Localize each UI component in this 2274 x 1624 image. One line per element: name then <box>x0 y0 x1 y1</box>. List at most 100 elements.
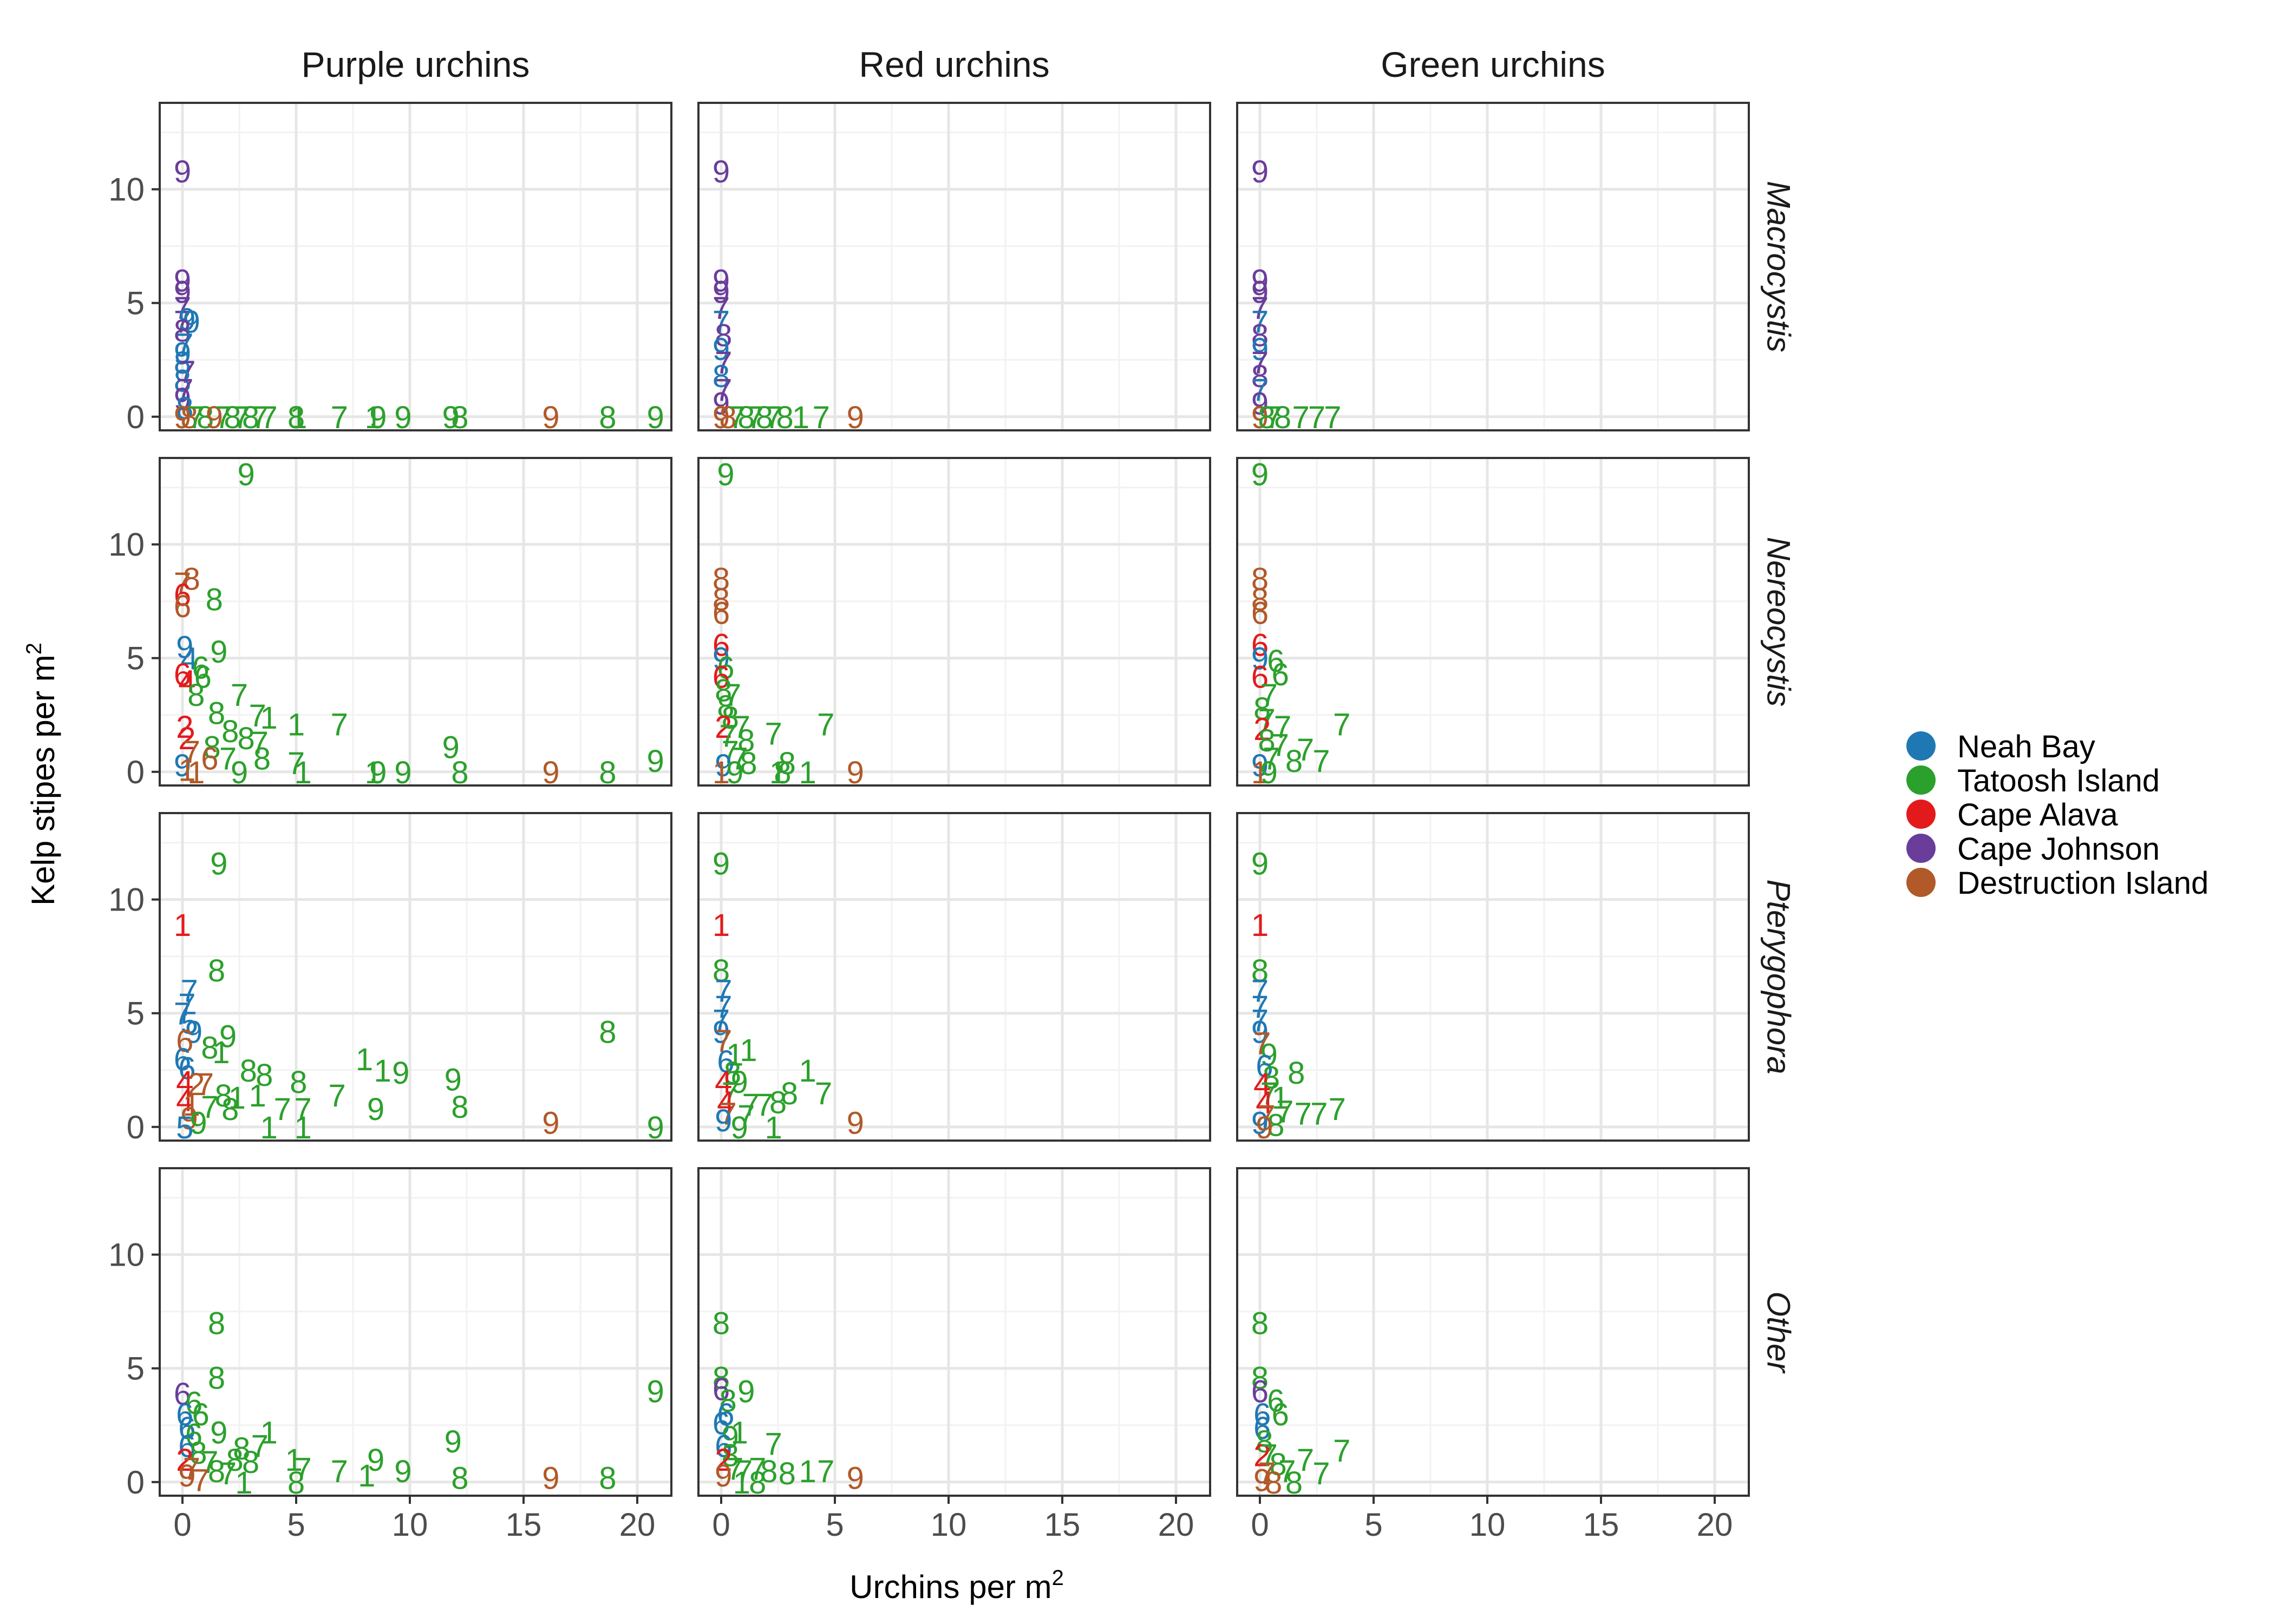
panel-background <box>160 813 671 1141</box>
x-tick-label: 5 <box>1364 1507 1382 1543</box>
data-point: 8 <box>208 1454 225 1489</box>
legend-key-cape-johnson <box>1906 834 1936 863</box>
data-point: 6 <box>176 1397 193 1432</box>
data-point: 7 <box>1260 1438 1278 1473</box>
data-point: 7 <box>1333 1433 1350 1469</box>
data-point: 7 <box>715 990 732 1025</box>
data-point: 6 <box>717 651 734 686</box>
data-point: 9 <box>442 400 459 435</box>
panel-background <box>698 813 1210 1141</box>
data-point: 9 <box>715 748 732 783</box>
data-point: 8 <box>224 400 241 435</box>
data-point: 8 <box>756 400 773 435</box>
data-point: 8 <box>740 746 757 781</box>
data-point: 9 <box>174 748 191 783</box>
data-point: 9 <box>1260 1037 1278 1072</box>
data-point: 1 <box>187 755 205 790</box>
data-point: 8 <box>187 678 205 713</box>
data-point: 8 <box>197 400 214 435</box>
data-point: 6 <box>713 659 730 695</box>
data-point: 9 <box>1251 457 1269 492</box>
data-point: 1 <box>1251 908 1269 943</box>
data-point: 9 <box>176 630 193 665</box>
x-tick-label: 10 <box>392 1507 428 1543</box>
row-strip-label: Pterygophora <box>1761 879 1797 1074</box>
data-point: 8 <box>715 673 732 709</box>
data-point: 7 <box>1260 1076 1278 1111</box>
data-point: 7 <box>219 742 237 777</box>
data-point: 9 <box>713 387 730 422</box>
data-point: 8 <box>1265 1465 1282 1501</box>
panel-border <box>1236 1167 1750 1497</box>
data-point: 8 <box>174 364 191 399</box>
data-point: 8 <box>719 1384 736 1419</box>
panel-background <box>1237 103 1749 430</box>
data-point: 9 <box>542 755 559 790</box>
data-point: 1 <box>740 1033 757 1068</box>
legend-label: Neah Bay <box>1957 729 2095 764</box>
panel-border <box>1236 102 1750 431</box>
data-point: 1 <box>358 1458 375 1494</box>
data-point: 7 <box>174 997 191 1032</box>
data-point: 1 <box>799 1454 816 1489</box>
data-point: 9 <box>847 1461 864 1496</box>
data-point: 6 <box>176 1024 193 1059</box>
data-point: 8 <box>183 562 200 597</box>
data-point: 7 <box>251 400 269 435</box>
data-point: 7 <box>231 678 248 713</box>
data-point: 1 <box>713 908 730 943</box>
data-point: 6 <box>1267 644 1284 679</box>
data-point: 8 <box>233 1431 250 1466</box>
x-tick-label: 5 <box>826 1507 844 1543</box>
data-point: 8 <box>208 696 225 731</box>
data-point: 8 <box>1251 1306 1269 1341</box>
data-point: 9 <box>726 755 743 790</box>
data-point: 8 <box>599 1461 616 1496</box>
data-point: 7 <box>815 1076 832 1111</box>
row-strip-label: Other <box>1761 1291 1797 1373</box>
data-point: 1 <box>799 1053 816 1089</box>
panel-green-urchins-pterygophora <box>1237 813 1749 1141</box>
data-point: 4 <box>717 1085 734 1121</box>
data-point: 8 <box>451 400 468 435</box>
data-point: 8 <box>760 1454 777 1489</box>
data-point: 9 <box>715 1103 732 1138</box>
data-point: 7 <box>1297 1443 1314 1478</box>
data-point: 2 <box>178 721 195 756</box>
data-point: 8 <box>174 345 191 381</box>
data-point: 7 <box>1276 1094 1293 1129</box>
data-point: 9 <box>185 1014 202 1050</box>
panel-border <box>159 102 672 431</box>
data-point: 8 <box>256 1058 273 1093</box>
data-point: 8 <box>174 313 191 349</box>
data-point: 8 <box>240 1053 257 1089</box>
data-point: 8 <box>1288 1056 1305 1091</box>
data-point: 8 <box>190 1436 207 1471</box>
panel-purple-urchins-pterygophora <box>160 813 671 1141</box>
data-point: 8 <box>779 1456 796 1491</box>
data-point: 8 <box>599 1014 616 1050</box>
data-point: 7 <box>1278 1454 1296 1489</box>
data-point: 1 <box>235 1465 252 1501</box>
data-point: 6 <box>192 651 209 686</box>
data-point: 9 <box>1251 1105 1269 1141</box>
data-point: 9 <box>367 1092 384 1127</box>
panel-purple-urchins-other <box>160 1168 671 1496</box>
data-point: 7 <box>1258 1456 1275 1491</box>
data-point: 8 <box>1274 400 1291 435</box>
data-point: 1 <box>183 1088 200 1123</box>
data-point: 8 <box>1251 1361 1269 1396</box>
data-point: 7 <box>331 400 348 435</box>
panel-red-urchins-nereocystis <box>698 458 1210 785</box>
data-point: 8 <box>253 742 271 777</box>
data-point: 9 <box>717 457 734 492</box>
data-point: 7 <box>251 1429 269 1464</box>
data-point: 7 <box>328 1078 345 1114</box>
data-point: 8 <box>713 359 730 394</box>
data-point: 8 <box>208 953 225 988</box>
data-point: 1 <box>730 1415 748 1450</box>
data-point: 7 <box>1292 400 1309 435</box>
